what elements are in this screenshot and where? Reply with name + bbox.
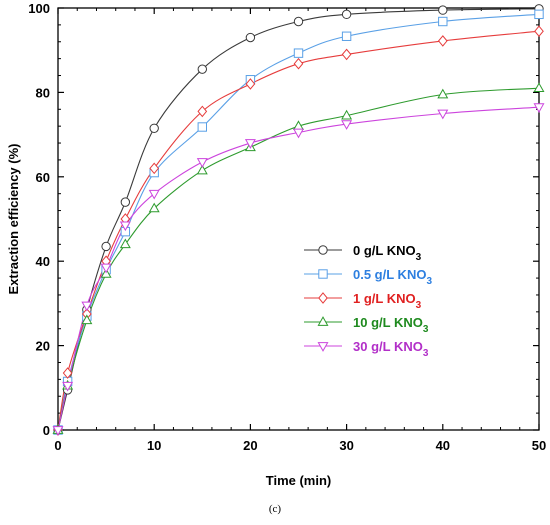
data-point-series-4 bbox=[81, 301, 93, 312]
data-point-series-3 bbox=[196, 164, 208, 175]
data-point-series-3 bbox=[119, 238, 131, 249]
series-lines bbox=[57, 8, 540, 431]
data-point-series-0 bbox=[101, 241, 111, 252]
y-axis-title: Extraction efficiency (%) bbox=[6, 144, 21, 295]
legend-label-4: 30 g/L KNO3 bbox=[353, 339, 429, 359]
legend-marker-3 bbox=[317, 316, 329, 326]
y-tick-label: 20 bbox=[36, 339, 50, 354]
data-point-series-0 bbox=[438, 5, 448, 15]
figure-caption: (c) bbox=[268, 503, 282, 515]
x-tick-label: 0 bbox=[54, 438, 61, 453]
series-markers bbox=[52, 4, 545, 436]
data-point-series-4 bbox=[62, 381, 74, 392]
data-point-series-2 bbox=[437, 35, 448, 47]
data-point-series-3 bbox=[341, 109, 353, 120]
data-point-series-4 bbox=[293, 128, 304, 139]
plot-frame bbox=[57, 7, 540, 431]
data-point-series-3 bbox=[533, 82, 545, 93]
data-point-series-2 bbox=[149, 162, 160, 175]
x-tick-label: 10 bbox=[147, 438, 161, 453]
data-point-series-3 bbox=[81, 314, 93, 325]
data-point-series-1 bbox=[197, 122, 208, 132]
axes: 0 10 20 30 40 50 0 20 40 60 80 100 Time (min) Extract… bbox=[6, 1, 546, 488]
data-point-series-4 bbox=[533, 103, 545, 114]
data-point-series-2 bbox=[534, 25, 544, 38]
data-point-series-1 bbox=[534, 9, 544, 20]
data-point-series-1 bbox=[341, 31, 352, 41]
legend-label-subscript: 3 bbox=[416, 252, 422, 263]
y-tick-label: 100 bbox=[28, 1, 50, 16]
y-tick-label: 60 bbox=[36, 170, 50, 185]
data-point-series-2 bbox=[197, 105, 208, 118]
legend-label-0: 0 g/L KNO3 bbox=[353, 243, 422, 263]
series-line-0 bbox=[57, 8, 540, 431]
legend-marker-0 bbox=[318, 245, 328, 255]
data-point-series-3 bbox=[148, 202, 160, 213]
data-point-series-0 bbox=[197, 64, 208, 74]
data-point-series-4 bbox=[244, 139, 256, 149]
legend-label-1: 0.5 g/L KNO3 bbox=[353, 267, 432, 287]
data-point-series-0 bbox=[245, 32, 256, 43]
legend-label-subscript: 3 bbox=[426, 276, 432, 287]
data-point-series-4 bbox=[437, 109, 449, 120]
data-point-series-4 bbox=[196, 158, 208, 168]
legend-label-2: 1 g/L KNO3 bbox=[353, 291, 422, 311]
data-point-series-1 bbox=[438, 16, 448, 27]
data-point-series-0 bbox=[341, 9, 352, 20]
x-tick-label: 20 bbox=[243, 438, 257, 453]
series-line-3 bbox=[57, 87, 540, 431]
legend-marker-2 bbox=[318, 292, 328, 304]
y-tick-label: 80 bbox=[36, 85, 50, 100]
legend-label-subscript: 3 bbox=[423, 324, 429, 335]
legend-marker-1 bbox=[318, 269, 328, 279]
series-line-2 bbox=[57, 30, 540, 431]
data-point-series-0 bbox=[120, 197, 131, 207]
series-line-4 bbox=[57, 106, 540, 431]
data-point-series-2 bbox=[245, 78, 256, 90]
data-point-series-3 bbox=[437, 88, 449, 99]
data-point-series-4 bbox=[119, 221, 131, 232]
data-point-series-2 bbox=[293, 57, 304, 70]
data-point-series-1 bbox=[293, 48, 304, 58]
data-point-series-4 bbox=[148, 189, 160, 200]
data-point-series-4 bbox=[100, 263, 112, 274]
y-tick-label: 40 bbox=[36, 254, 50, 269]
x-tick-label: 30 bbox=[339, 438, 353, 453]
legend-label-subscript: 3 bbox=[423, 348, 429, 359]
data-point-series-4 bbox=[52, 426, 64, 436]
x-axis-title: Time (min) bbox=[266, 473, 332, 488]
legend-label-3: 10 g/L KNO3 bbox=[353, 315, 429, 335]
data-point-series-2 bbox=[341, 48, 352, 61]
legend-label-subscript: 3 bbox=[416, 300, 422, 311]
data-point-series-4 bbox=[341, 120, 353, 130]
y-tick-label: 0 bbox=[43, 423, 50, 438]
data-point-series-2 bbox=[62, 367, 73, 379]
data-point-series-0 bbox=[149, 123, 159, 133]
x-tick-label: 40 bbox=[436, 438, 450, 453]
legend-marker-4 bbox=[317, 342, 329, 352]
x-tick-label: 50 bbox=[532, 438, 546, 453]
data-point-series-0 bbox=[293, 16, 304, 27]
legend: 0 g/L KNO3 0.5 g/L KNO3 1 g/L KNO3 10 g/L K… bbox=[304, 243, 432, 359]
